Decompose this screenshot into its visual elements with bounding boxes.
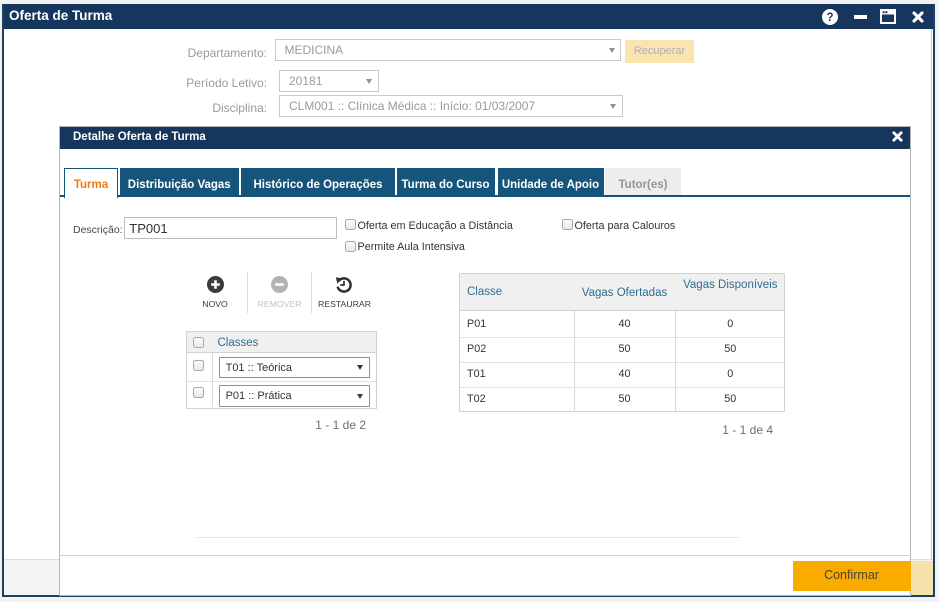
svg-text:?: ? (826, 12, 833, 24)
